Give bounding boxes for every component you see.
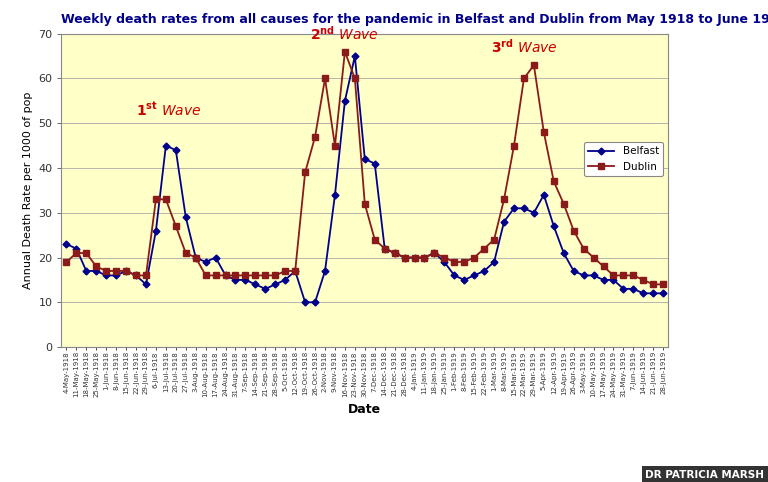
Line: Belfast: Belfast	[64, 54, 666, 305]
Belfast	[61, 241, 71, 247]
Belfast	[300, 299, 310, 305]
X-axis label: Date: Date	[348, 403, 382, 416]
Belfast	[201, 259, 210, 265]
Dublin	[649, 281, 658, 287]
Text: $\mathbf{3^{rd}}$ Wave: $\mathbf{3^{rd}}$ Wave	[491, 38, 558, 56]
Legend: Belfast, Dublin: Belfast, Dublin	[584, 142, 663, 176]
Dublin	[659, 281, 668, 287]
Dublin	[589, 254, 598, 260]
Belfast	[599, 277, 608, 283]
Dublin	[61, 259, 71, 265]
Belfast	[270, 281, 280, 287]
Dublin	[181, 250, 190, 256]
Line: Dublin: Dublin	[63, 48, 667, 288]
Y-axis label: Annual Death Rate per 1000 of pop: Annual Death Rate per 1000 of pop	[23, 92, 33, 289]
Dublin	[390, 250, 399, 256]
Text: Weekly death rates from all causes for the pandemic in Belfast and Dublin from M: Weekly death rates from all causes for t…	[61, 13, 768, 26]
Belfast	[659, 291, 668, 296]
Dublin	[201, 272, 210, 278]
Belfast	[440, 259, 449, 265]
Dublin	[340, 49, 349, 54]
Text: DR PATRICIA MARSH: DR PATRICIA MARSH	[645, 469, 764, 480]
Belfast	[181, 214, 190, 220]
Text: $\mathbf{2^{nd}}$ Wave: $\mathbf{2^{nd}}$ Wave	[310, 25, 379, 43]
Text: $\mathbf{1^{st}}$ Wave: $\mathbf{1^{st}}$ Wave	[136, 101, 201, 119]
Belfast	[400, 254, 409, 260]
Belfast	[350, 53, 359, 59]
Dublin	[270, 272, 280, 278]
Dublin	[430, 250, 439, 256]
